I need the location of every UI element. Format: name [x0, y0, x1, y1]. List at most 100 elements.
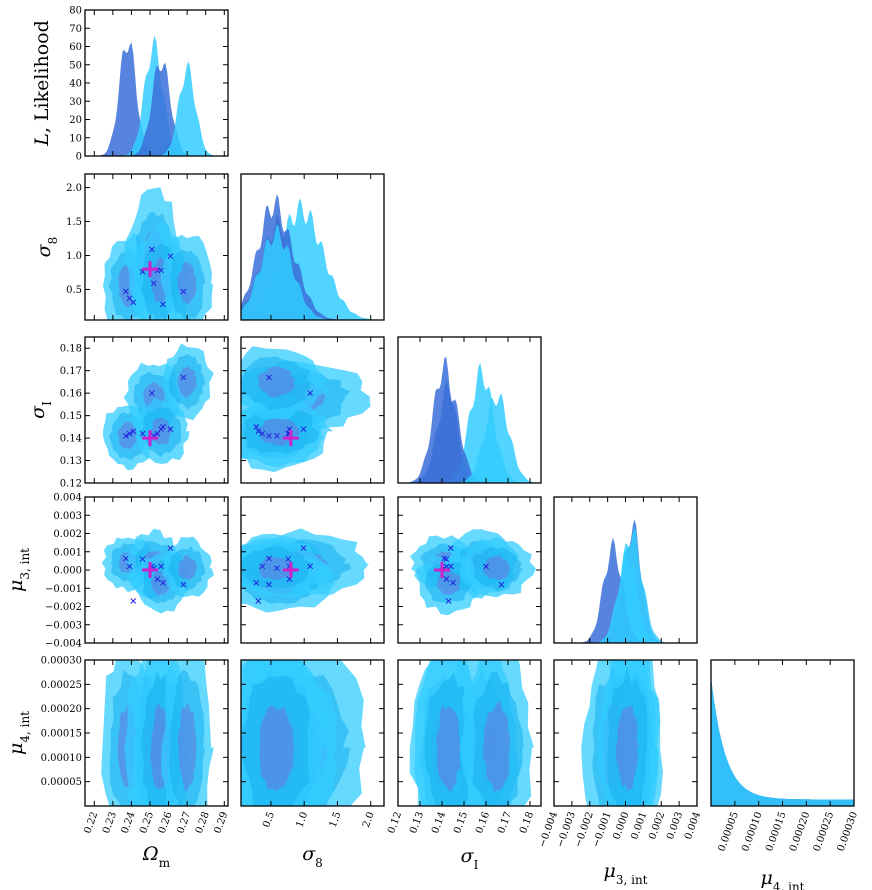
marginal-curve: [398, 393, 541, 483]
realization-marker: [123, 288, 129, 295]
truth-marker: [142, 430, 158, 447]
x-axis-label-s8: σ8: [302, 843, 323, 870]
realization-marker: [160, 301, 166, 308]
x-axis-label-m3-sub: 3, int: [616, 873, 648, 887]
y-tick-label: 0.14: [60, 434, 82, 445]
marginal-curve: [85, 62, 228, 156]
panel-s8-om: [102, 187, 214, 320]
panel-frame: [240, 659, 385, 807]
x-tick-label: 0.14: [430, 810, 448, 835]
truth-marker: [142, 261, 158, 278]
y-tick-label: 0.00025: [41, 680, 82, 691]
y-tick-label: 20: [69, 115, 82, 126]
realization-marker: [160, 423, 166, 430]
panel-m3-s8: [241, 528, 369, 613]
y-axis-label-m3-sub: 3, int: [18, 548, 32, 580]
panel-sI-s8: [241, 346, 372, 473]
y-tick-label: 40: [69, 79, 82, 90]
panel-frame: [397, 336, 542, 484]
x-tick-label: 0.000: [611, 810, 631, 841]
realization-marker: [443, 576, 450, 582]
realization-marker: [255, 428, 262, 435]
realization-marker: [266, 581, 272, 588]
truth-marker: [142, 562, 158, 578]
realization-marker: [483, 563, 489, 570]
panel-m4-sI: [409, 660, 534, 806]
y-tick-label: 70: [69, 24, 82, 35]
realization-marker: [307, 390, 314, 397]
realization-marker: [149, 390, 155, 397]
panel-frame: [397, 496, 542, 644]
realization-marker: [443, 556, 450, 562]
x-tick-label: 0.12: [386, 810, 404, 835]
x-tick-label: 0.00030: [836, 810, 860, 853]
panel-m4-m4: [711, 677, 854, 806]
x-axis-label-s8-sub: 8: [315, 856, 323, 870]
y-tick-label: 0.00030: [41, 656, 82, 667]
x-axis-label-m3-main: μ: [603, 860, 615, 882]
realization-marker: [274, 565, 280, 572]
realization-marker: [126, 430, 133, 437]
truth-marker: [282, 562, 299, 578]
panel-frame: [240, 336, 385, 484]
realization-marker: [123, 555, 129, 562]
likelihood-symbol: L: [31, 133, 53, 147]
marginal-curve: [85, 42, 228, 156]
realization-marker: [130, 598, 137, 604]
x-tick-label: 0.00005: [716, 810, 740, 853]
y-axis-label-m4-main: μ: [5, 743, 27, 755]
panel-frame: [84, 9, 229, 157]
x-axis-label-m4-main: μ: [760, 867, 772, 889]
x-tick-label: 0.18: [518, 810, 536, 835]
panel-sI-sI: [398, 357, 541, 483]
x-tick-label: 0.28: [194, 810, 212, 835]
realization-marker: [300, 426, 307, 432]
realization-marker: [167, 545, 174, 551]
x-axis-label-sI-sub: I: [474, 858, 479, 872]
x-tick-label: 0.003: [665, 810, 685, 841]
y-tick-label: −0.002: [45, 602, 82, 613]
marginal-curve: [554, 550, 697, 643]
panel-m3-sI: [409, 529, 536, 616]
marginal-curve: [398, 362, 541, 483]
x-tick-label: 0.13: [408, 810, 426, 835]
panel-m3-om: [101, 528, 214, 614]
panel-frame: [240, 173, 385, 321]
truth-marker: [434, 562, 450, 578]
x-tick-label: 0.15: [452, 810, 470, 835]
x-tick-label: 0.001: [629, 810, 649, 841]
x-axis-label-m4-sub: 4, int: [773, 880, 805, 890]
contour-inner: [482, 701, 511, 792]
marginal-curve: [241, 224, 384, 320]
y-tick-label: 0.00020: [41, 704, 82, 715]
contour-inner: [483, 555, 511, 581]
realization-marker: [266, 432, 272, 439]
realization-marker: [447, 545, 454, 551]
x-tick-label: 2.0: [361, 810, 377, 829]
marginal-curve: [85, 61, 228, 156]
realization-marker: [180, 374, 187, 381]
y-axis-label-m3: μ3, int: [5, 548, 32, 592]
marginal-curve: [398, 380, 541, 483]
marginal-curve: [711, 677, 854, 806]
x-tick-label: 0.29: [212, 810, 230, 835]
panel-m4-s8: [241, 660, 366, 806]
x-axis-label-m4: μ4, int: [760, 867, 804, 890]
y-tick-label: −0.003: [45, 620, 82, 631]
contour-inner: [177, 702, 197, 792]
y-tick-label: 60: [69, 42, 82, 53]
y-tick-label: 0.001: [53, 547, 82, 558]
realization-marker: [154, 576, 161, 582]
x-axis-label-sI-main: σ: [461, 845, 475, 867]
realization-marker: [150, 280, 157, 287]
y-tick-label: 0.003: [53, 511, 82, 522]
x-axis-label-om: Ωm: [142, 843, 171, 870]
realization-marker: [285, 556, 292, 562]
panel-frame: [84, 659, 229, 807]
x-tick-label: 0.26: [157, 810, 175, 835]
realization-marker: [300, 545, 307, 551]
x-tick-label: 0.004: [683, 810, 703, 841]
x-axis-label-sI: σI: [461, 845, 479, 872]
likelihood-text: , Likelihood: [31, 20, 53, 133]
